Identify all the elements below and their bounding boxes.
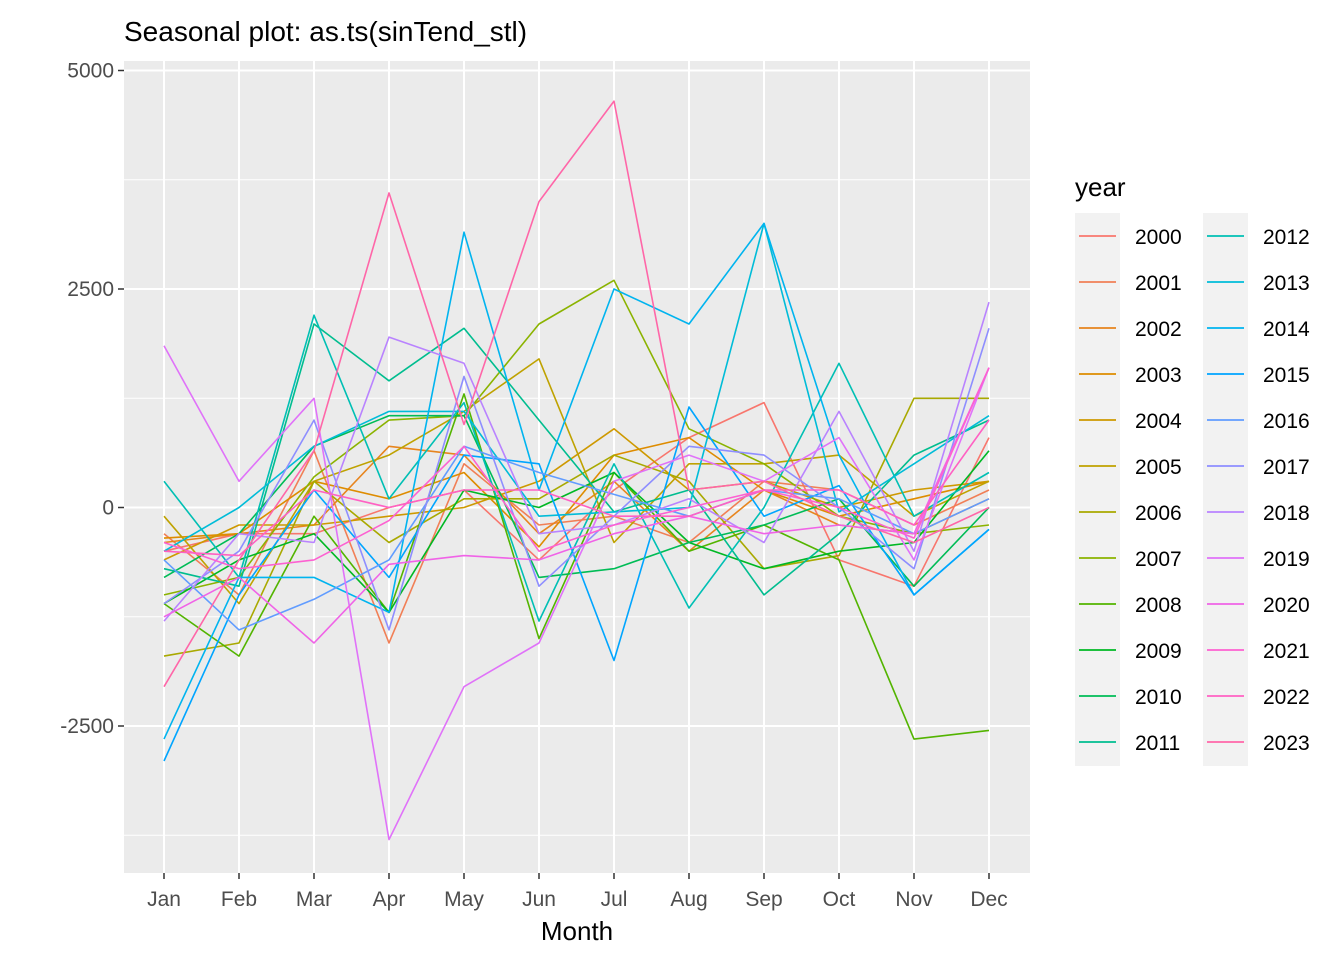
y-axis: 5000 2500 0 -2500 [60, 60, 124, 738]
x-tick-label: Oct [823, 888, 856, 911]
legend: year 2000 2001 2002 2003 2004 2005 2006 2007 200… [1075, 172, 1310, 766]
legend-label-2001: 2001 [1135, 272, 1182, 295]
x-tick-label: Jul [601, 888, 628, 911]
legend-label-2015: 2015 [1263, 364, 1310, 387]
y-tick-label: 5000 [67, 60, 114, 83]
y-tick-label: -2500 [60, 715, 114, 738]
grid-minor [124, 179, 1030, 836]
series-line-2023 [163, 100, 990, 688]
x-tick-label: Feb [221, 888, 257, 911]
series-line-2016 [163, 445, 990, 631]
series-line-2021 [163, 367, 990, 570]
legend-label-2023: 2023 [1263, 732, 1310, 755]
legend-label-2009: 2009 [1135, 640, 1182, 663]
legend-label-2004: 2004 [1135, 410, 1182, 433]
legend-label-2002: 2002 [1135, 318, 1182, 341]
series-line-2022 [163, 419, 990, 557]
legend-label-2011: 2011 [1135, 732, 1180, 755]
chart-title: Seasonal plot: as.ts(sinTend_stl) [124, 16, 527, 47]
x-axis-title: Month [541, 916, 613, 946]
y-tick-label: 2500 [67, 278, 114, 301]
x-tick-label: Sep [745, 888, 782, 911]
legend-key-background-col1 [1075, 213, 1120, 766]
legend-label-2003: 2003 [1135, 364, 1182, 387]
legend-title: year [1075, 172, 1126, 202]
x-tick-label: Apr [373, 888, 406, 911]
series-line-2007 [163, 279, 990, 596]
legend-label-2013: 2013 [1263, 272, 1310, 295]
legend-label-2014: 2014 [1263, 318, 1310, 341]
legend-key-background-col2 [1203, 213, 1248, 766]
series-line-2012 [163, 314, 990, 622]
legend-label-2022: 2022 [1263, 686, 1310, 709]
y-tick-label: 0 [102, 497, 114, 520]
series-line-2020 [163, 367, 990, 644]
series-lines [163, 100, 990, 841]
x-tick-label: Nov [895, 888, 933, 911]
x-axis: Jan Feb Mar Apr May Jun Jul Aug Sep Oct Nov Dec [147, 873, 1008, 911]
legend-label-2020: 2020 [1263, 594, 1310, 617]
series-line-2000 [163, 401, 990, 588]
x-tick-label: Mar [296, 888, 332, 911]
legend-label-2012: 2012 [1263, 226, 1310, 249]
x-tick-label: Aug [670, 888, 707, 911]
legend-label-2005: 2005 [1135, 456, 1182, 479]
legend-label-2018: 2018 [1263, 502, 1310, 525]
x-tick-label: Jan [147, 888, 181, 911]
legend-label-2000: 2000 [1135, 226, 1182, 249]
legend-label-2016: 2016 [1263, 410, 1310, 433]
x-tick-label: Jun [522, 888, 556, 911]
legend-label-2010: 2010 [1135, 686, 1182, 709]
legend-label-2021: 2021 [1263, 640, 1310, 663]
legend-label-2008: 2008 [1135, 594, 1182, 617]
series-line-2014 [163, 222, 990, 740]
legend-label-2017: 2017 [1263, 456, 1310, 479]
legend-label-2019: 2019 [1263, 548, 1310, 571]
x-tick-label: May [444, 888, 484, 911]
legend-label-2006: 2006 [1135, 502, 1182, 525]
series-line-2008 [163, 393, 990, 740]
series-line-2017 [163, 328, 990, 631]
legend-label-2007: 2007 [1135, 548, 1182, 571]
series-line-2018 [163, 301, 990, 622]
series-line-2019 [163, 345, 990, 841]
x-tick-label: Dec [970, 888, 1007, 911]
series-line-2009 [163, 450, 990, 614]
